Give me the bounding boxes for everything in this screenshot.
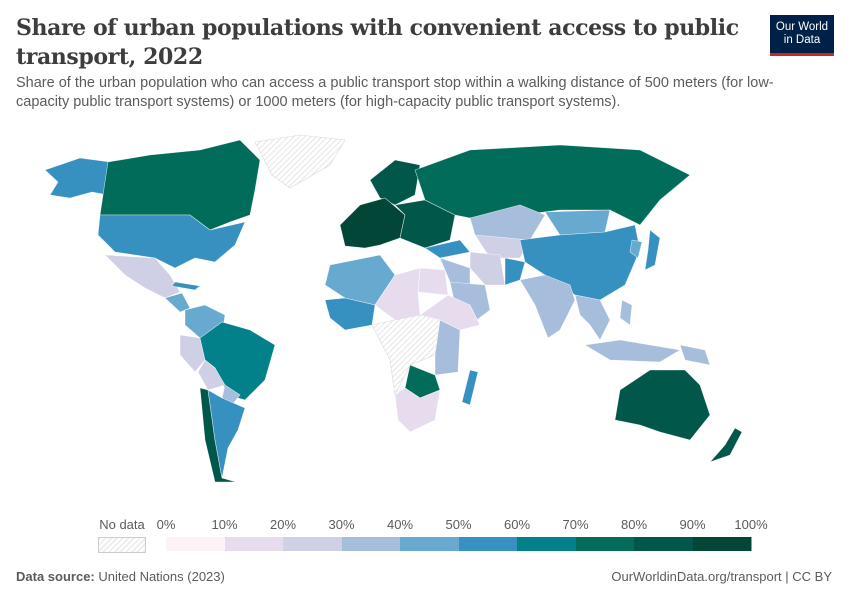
country-china[interactable]: [519, 224, 641, 301]
legend-tick-label: 0%: [156, 517, 176, 532]
country-iran[interactable]: [469, 251, 506, 286]
logo-text: Our World: [775, 21, 829, 33]
country-southern_africa[interactable]: [394, 387, 441, 433]
legend-tick-label: 80%: [620, 517, 648, 532]
legend-tick-label: 20%: [269, 517, 297, 532]
logo-text: in Data: [783, 34, 821, 46]
legend-bin-60-70%[interactable]: [517, 537, 577, 551]
legend-tick-label: 90%: [679, 517, 706, 532]
country-bolivia[interactable]: [197, 359, 226, 391]
country-central_america[interactable]: [164, 292, 191, 313]
country-greenland[interactable]: [254, 134, 346, 189]
legend-tick-label: 100%: [734, 517, 768, 532]
country-australia[interactable]: [614, 369, 711, 441]
country-indonesia[interactable]: [584, 339, 681, 363]
legend-tick-label: 10%: [211, 517, 238, 532]
country-egypt[interactable]: [417, 267, 449, 296]
country-central_asia[interactable]: [474, 234, 531, 259]
country-mexico[interactable]: [104, 254, 181, 299]
owid-logo[interactable]: Our World in Data: [770, 15, 834, 56]
country-korea[interactable]: [629, 239, 643, 259]
country-alaska[interactable]: [44, 157, 111, 199]
country-philippines[interactable]: [619, 299, 633, 326]
legend-no-data-swatch[interactable]: [98, 537, 146, 553]
country-india[interactable]: [519, 274, 576, 339]
legend-tick-label: 40%: [386, 517, 414, 532]
legend-tick-label: 50%: [445, 517, 472, 532]
data-source: Data source: United Nations (2023): [16, 569, 225, 584]
legend-bin-30-40%[interactable]: [341, 537, 401, 551]
legend-bin-80-90%[interactable]: [634, 537, 694, 551]
footer-link[interactable]: OurWorldinData.org/transport | CC BY: [611, 569, 832, 584]
legend-tick-label: 30%: [328, 517, 355, 532]
country-russia[interactable]: [414, 144, 691, 226]
country-argentina[interactable]: [207, 389, 246, 479]
chart-subtitle: Share of the urban population who can ac…: [16, 75, 774, 110]
world-map: [44, 134, 743, 483]
legend-bin-40-50%[interactable]: [400, 537, 460, 551]
legend-bin-20-30%[interactable]: [283, 537, 343, 551]
legend-no-data-label: No data: [99, 517, 145, 532]
legend-bin-50-60%[interactable]: [458, 537, 518, 551]
country-cuba[interactable]: [171, 281, 201, 291]
legend-tick-label: 60%: [503, 517, 531, 532]
country-madagascar[interactable]: [461, 369, 479, 406]
country-mongolia[interactable]: [544, 209, 611, 236]
country-peru[interactable]: [179, 334, 206, 373]
country-japan[interactable]: [644, 229, 661, 271]
legend-tick-label: 70%: [562, 517, 589, 532]
legend-bin-10-20%[interactable]: [224, 537, 284, 551]
legend-bin-0-10%[interactable]: [166, 537, 226, 551]
country-usa[interactable]: [97, 214, 246, 269]
country-png[interactable]: [679, 344, 711, 366]
color-legend: No data 0% 10% 20% 30% 40% 50% 60% 70% 80% 90% 100…: [0, 515, 850, 555]
country-new_zealand[interactable]: [709, 427, 743, 463]
legend-bin-90-100%[interactable]: [692, 537, 752, 551]
source-text[interactable]: United Nations (2023): [98, 569, 225, 584]
country-southeast_asia[interactable]: [574, 294, 611, 341]
chart-title: Share of urban populations with convenie…: [16, 15, 739, 70]
source-label: Data source:: [16, 569, 95, 584]
country-kenya_tanzania[interactable]: [434, 319, 461, 376]
legend-bin-70-80%[interactable]: [575, 537, 635, 551]
country-northern_europe[interactable]: [369, 159, 421, 206]
